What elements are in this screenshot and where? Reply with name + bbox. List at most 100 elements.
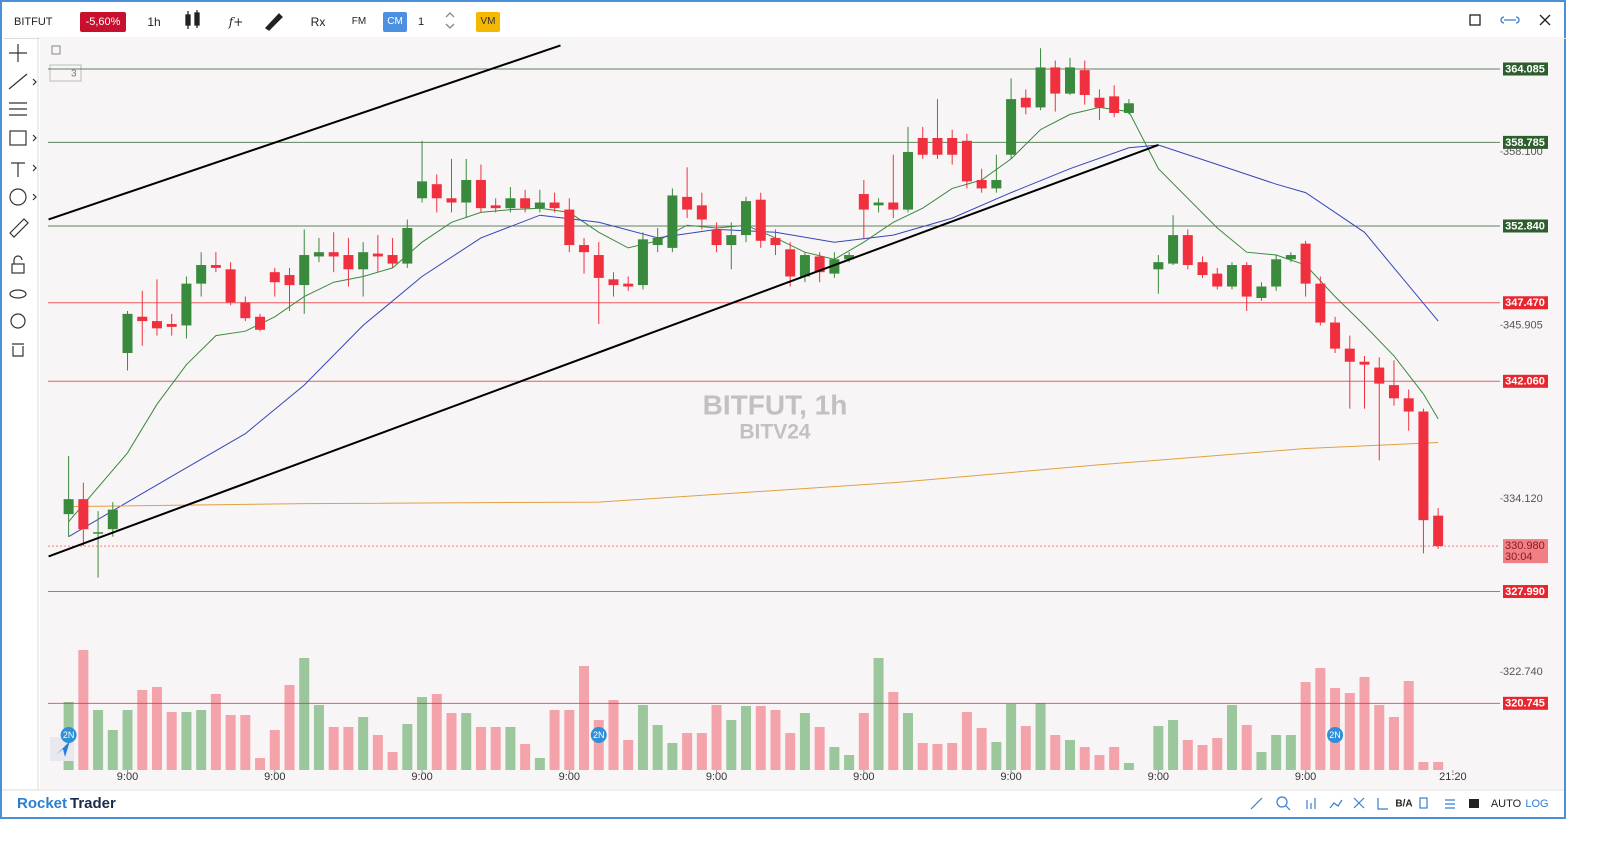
candle-body (1212, 273, 1223, 287)
candle-body (240, 302, 251, 319)
level-label: 327.990 (1505, 586, 1545, 598)
x-tick-label: 9:00 (264, 771, 285, 783)
volume-bar (1256, 752, 1267, 770)
candle-body (461, 179, 472, 203)
brand-trader: Trader (70, 795, 116, 812)
ba-button[interactable]: B/A (1395, 799, 1412, 810)
candle-body (1359, 361, 1370, 365)
symbol[interactable]: BITFUT (14, 16, 53, 28)
candle-body (696, 205, 707, 220)
candle-body (210, 265, 221, 268)
volume-bar (1315, 668, 1326, 770)
volume-bar (475, 727, 486, 770)
level-label-box (1503, 135, 1548, 149)
volume-bar (829, 747, 840, 770)
volume-bar (903, 713, 914, 770)
volume-bar (78, 650, 89, 770)
level-label: 320.745 (1505, 698, 1545, 710)
volume-bar (210, 694, 221, 770)
y-tick-label: 334.120 (1503, 493, 1543, 505)
x-tick-label: 9:00 (559, 771, 580, 783)
candle-body (593, 255, 604, 278)
volume-bar (343, 727, 354, 770)
volume-bar (667, 743, 678, 770)
candle-body (1079, 70, 1090, 95)
candle-body (151, 321, 162, 329)
count-input[interactable]: 1 (417, 16, 425, 28)
volume-bar (284, 685, 295, 770)
candle-body (225, 269, 236, 303)
watermark: BITFUT, 1h (703, 389, 848, 420)
volume-bar (549, 710, 560, 770)
vm-button[interactable]: VM (476, 12, 500, 32)
candle-body (78, 499, 89, 530)
study-toggle[interactable] (49, 64, 82, 82)
last-price-box (1503, 539, 1548, 564)
collapse-button[interactable] (51, 45, 61, 55)
level-label-box (1503, 62, 1548, 76)
volume-bar (593, 720, 604, 770)
volume-bar (961, 712, 972, 770)
candle-body (741, 201, 752, 236)
x-tick-label: 9:00 (1148, 771, 1169, 783)
candle-body (637, 239, 648, 286)
auto-button[interactable]: AUTO (1491, 798, 1522, 810)
interval[interactable]: 1h (147, 15, 161, 29)
volume-bar (358, 717, 369, 770)
level-label: 347.470 (1505, 297, 1545, 309)
candle-body (1094, 97, 1105, 108)
candle-body (1403, 398, 1414, 412)
candle-body (1226, 265, 1237, 287)
event-marker-label: 2N (593, 730, 605, 740)
fm-button[interactable]: FM (351, 16, 367, 27)
y-tick-label: 358.100 (1503, 146, 1543, 158)
x-tick-label: 9:00 (1295, 771, 1316, 783)
volume-bar (652, 725, 663, 770)
volume-bar (299, 658, 310, 770)
rx-button[interactable]: Rx (310, 15, 326, 29)
candle-body (1241, 265, 1252, 297)
toolbar-icons (185, 10, 1551, 31)
indicators-button[interactable]: f+ (228, 15, 244, 29)
volume-bar (1403, 681, 1414, 770)
volume-bar (741, 706, 752, 770)
candle-body (755, 199, 766, 241)
volume-bar (711, 705, 722, 770)
event-marker-label: 2N (1329, 730, 1341, 740)
volume-bar (623, 740, 634, 770)
x-tick-label: 9:00 (117, 771, 138, 783)
candle-body (490, 205, 501, 209)
volume-bar (1094, 755, 1105, 770)
volume-bar (166, 712, 177, 770)
volume-bar (579, 666, 590, 770)
candle-body (446, 198, 457, 203)
candle-body (873, 202, 884, 206)
volume-bar (1064, 740, 1076, 770)
level-label: 364.085 (1505, 63, 1545, 75)
volume-bar (1226, 705, 1237, 770)
cm-button[interactable]: CM (383, 12, 407, 32)
candle-body (284, 275, 295, 286)
candle-body (579, 245, 590, 253)
candle-body (107, 509, 118, 530)
volume-bar (1182, 740, 1193, 770)
x-tick-label: 9:00 (853, 771, 874, 783)
log-button[interactable]: LOG (1525, 798, 1548, 810)
volume-bar (888, 692, 899, 770)
candle-body (505, 198, 516, 209)
moving-average (68, 442, 1439, 508)
candle-body (372, 253, 383, 257)
volume-bar (461, 713, 472, 770)
volume-bar (991, 742, 1002, 770)
change-badge: -5,60% (80, 12, 126, 32)
candle-body (313, 252, 324, 257)
volume-bar (269, 730, 280, 770)
level-label: 352.840 (1505, 220, 1545, 232)
volume-bar (1168, 720, 1179, 770)
candle-body (417, 181, 428, 199)
candle-body (1064, 67, 1075, 94)
study-count: 3 (71, 69, 77, 80)
volume-bar (1006, 704, 1017, 770)
watermark: BITV24 (739, 421, 811, 444)
